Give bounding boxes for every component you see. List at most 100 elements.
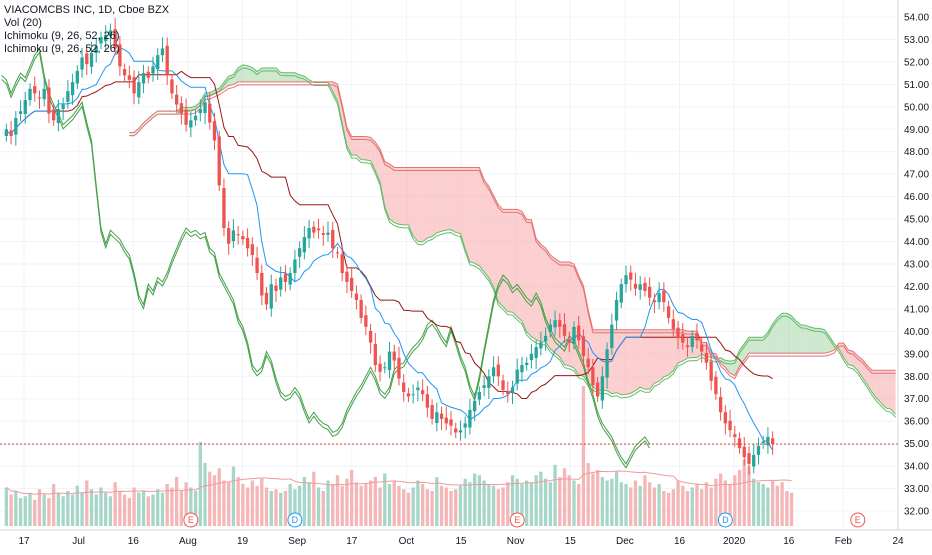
volume-bar — [302, 477, 307, 526]
legend-volume[interactable]: Vol (20) — [4, 17, 42, 29]
cloud-segment — [881, 370, 887, 409]
volume-bar — [231, 466, 236, 526]
earnings-marker — [509, 512, 525, 528]
volume-bar — [331, 484, 335, 526]
volume-bar — [174, 477, 179, 526]
candle-body — [657, 293, 661, 303]
volume-bar — [723, 480, 728, 526]
candle-body — [279, 277, 283, 290]
candle-body — [567, 339, 571, 343]
candle-body — [548, 324, 552, 332]
tenkan-line — [6, 47, 774, 451]
volume-bar — [359, 485, 363, 526]
cloud-segment — [786, 313, 792, 354]
candle-body — [33, 86, 37, 94]
candle-body — [217, 136, 221, 186]
y-tick-label: 48.00 — [904, 147, 929, 158]
volume-bar — [274, 489, 278, 526]
y-tick-label: 36.00 — [904, 417, 929, 428]
candle-body — [373, 343, 377, 366]
legend-ichimoku-1[interactable]: Ichimoku (9, 26, 52, 26) — [4, 30, 120, 42]
volume-bar — [714, 478, 718, 526]
candle-body — [47, 87, 51, 114]
candle-body — [562, 324, 567, 336]
volume-bar — [146, 496, 150, 526]
volume-bar — [520, 484, 524, 526]
candle-body — [633, 283, 638, 289]
cloud-segment — [763, 332, 768, 354]
candle-body — [387, 351, 392, 370]
cloud-segment — [469, 167, 475, 264]
volume-bar — [179, 491, 184, 526]
volume-bar — [165, 484, 169, 526]
cloud-segment — [540, 244, 546, 342]
candle-body — [250, 244, 254, 256]
cloud-segment — [531, 219, 537, 340]
volume-bar — [643, 475, 647, 526]
volume-bar — [633, 480, 638, 526]
candle-body — [520, 365, 524, 373]
cloud-segment — [247, 65, 253, 82]
volume-bar — [80, 492, 84, 526]
candle-body — [482, 385, 486, 388]
x-tick-label: Sep — [288, 536, 306, 547]
candle-body — [685, 345, 690, 348]
volume-bar — [269, 491, 273, 526]
volume-bar — [695, 484, 699, 526]
y-tick-label: 52.00 — [904, 57, 929, 68]
volume-bar — [534, 475, 538, 526]
dividend-marker-label: D — [292, 515, 299, 525]
volume-bar — [283, 491, 288, 526]
y-tick-label: 54.00 — [904, 12, 929, 23]
cloud-segment — [663, 329, 669, 377]
volume-bar — [104, 492, 108, 526]
volume-bar — [501, 487, 505, 526]
cloud-segment — [654, 329, 660, 384]
volume-ma-line — [6, 470, 792, 495]
volume-bar — [383, 473, 387, 526]
volume-bar — [718, 473, 723, 526]
candle-body — [104, 34, 108, 42]
candle-body — [274, 285, 278, 291]
volume-bar — [279, 492, 283, 526]
candle-body — [614, 299, 619, 321]
volume-bar — [222, 480, 226, 526]
legend-ichimoku-2[interactable]: Ichimoku (9, 26, 52, 26) — [4, 43, 120, 55]
volume-bar — [66, 491, 70, 526]
volume-bar — [160, 492, 165, 526]
candle-body — [85, 53, 89, 65]
volume-bar — [118, 491, 122, 526]
candle-body — [406, 393, 411, 397]
y-tick-label: 53.00 — [904, 35, 929, 46]
candle-body — [449, 419, 453, 426]
y-tick-label: 35.00 — [904, 439, 929, 450]
volume-bar — [482, 480, 486, 526]
volume-bar — [198, 442, 202, 526]
volume-bar — [477, 475, 482, 526]
candle-body — [179, 103, 184, 114]
candle-body — [577, 325, 581, 341]
cloud-segment — [436, 167, 442, 233]
volume-bar — [227, 482, 231, 526]
volume-bar — [170, 487, 174, 526]
volume-bar — [638, 485, 642, 526]
candle-body — [316, 228, 321, 231]
candle-body — [269, 284, 273, 309]
candle-body — [728, 420, 732, 431]
volume-bar — [671, 489, 675, 526]
candle-body — [411, 394, 415, 396]
volume-bar — [529, 482, 534, 526]
volume-bar — [70, 494, 75, 526]
candle-body — [89, 52, 94, 67]
volume-bar — [236, 477, 240, 526]
volume-bar — [345, 478, 349, 526]
volume-bar — [591, 473, 595, 526]
volume-bar — [581, 386, 586, 526]
cloud-segment — [271, 67, 276, 82]
volume-bar — [662, 491, 666, 526]
volume-bar — [108, 496, 113, 526]
cloud-segment — [597, 329, 603, 391]
candle-body — [203, 102, 207, 114]
